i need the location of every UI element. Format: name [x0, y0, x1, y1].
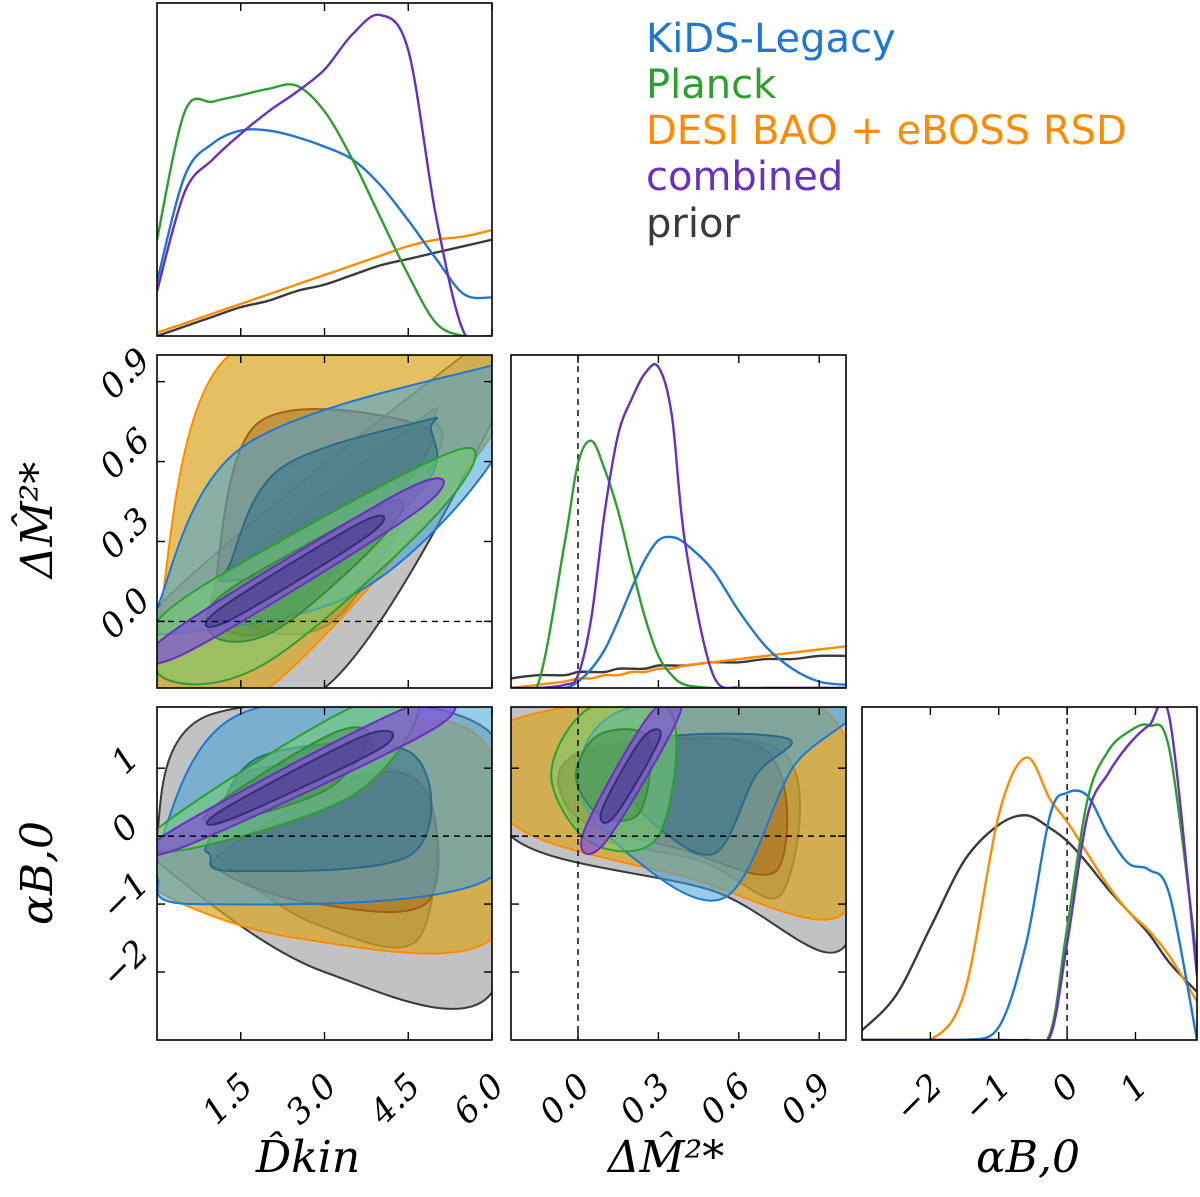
- marginal-dkin-desi-bao-eboss-rsd: [157, 228, 492, 334]
- ytick-label-ab0-0: −2: [93, 932, 157, 996]
- contour-inner-dkin_vs_ab0-combined: [205, 729, 394, 826]
- ytick-label-ab0-3: 1: [103, 739, 147, 783]
- ylabel-ab0: αB,0: [12, 821, 63, 925]
- contour-outer-dkin_vs_dm2-combined: [157, 477, 445, 665]
- marginal-dm2-combined: [511, 363, 846, 688]
- legend-entry-desi: DESI BAO + eBOSS RSD: [646, 108, 1127, 154]
- legend: KiDS-Legacy Planck DESI BAO + eBOSS RSD …: [646, 16, 1127, 247]
- marginal-dkin-kids-legacy: [157, 128, 492, 300]
- marginal-ab0-prior: [862, 814, 1197, 1032]
- contour-inner-dkin_vs_dm2-combined: [204, 514, 386, 628]
- ytick-label-ab0-1: −1: [93, 864, 157, 928]
- marginal-dm2-prior: [511, 654, 846, 680]
- xtick-label-dkin-2: 4.5: [361, 1066, 428, 1133]
- xtick-label-dm2-3: 0.9: [773, 1066, 840, 1133]
- marginal-dkin-panel: [157, 13, 492, 336]
- ytick-label-dm2-1: 0.3: [92, 500, 159, 567]
- xtick-label-ab0-3: 1: [1112, 1066, 1156, 1110]
- marginal-ab0-combined: [862, 707, 1197, 1040]
- joint-dkin-ab0-panel: [157, 707, 492, 1010]
- xtick-label-dkin-0: 1.5: [195, 1066, 262, 1133]
- marginal-ab0-planck: [862, 723, 1197, 1040]
- ytick-label-ab0-2: 0: [103, 807, 147, 851]
- ytick-label-dm2-0: 0.0: [92, 580, 159, 647]
- ytick-label-dm2-3: 0.9: [92, 341, 159, 408]
- marginal-ab0-kids-legacy: [862, 789, 1197, 1040]
- xtick-label-dm2-2: 0.6: [693, 1066, 760, 1133]
- legend-entry-prior: prior: [646, 201, 740, 247]
- marginal-dkin-prior: [157, 238, 492, 336]
- xtick-label-ab0-2: 0: [1044, 1066, 1088, 1110]
- marginal-ab0-panel: [862, 707, 1197, 1040]
- marginal-dkin-planck: [157, 83, 492, 336]
- ytick-label-dm2-2: 0.6: [92, 421, 159, 488]
- xtick-label-ab0-1: −1: [955, 1066, 1019, 1130]
- marginal-dm2-kids-legacy: [511, 535, 846, 688]
- joint-dm2-ab0-panel: [511, 707, 846, 1040]
- xlabel-dm2: ΔM̂²*: [606, 1130, 724, 1183]
- xtick-label-dkin-3: 6.0: [446, 1066, 513, 1133]
- contour-inner-dm2_vs_ab0-combined: [599, 728, 662, 824]
- ylabel-dm2: ΔM̂²*: [10, 462, 63, 580]
- legend-entry-kids: KiDS-Legacy: [646, 16, 896, 62]
- xtick-label-ab0-0: −2: [887, 1066, 951, 1130]
- xlabel-dkin: D̂kin: [255, 1130, 360, 1183]
- xtick-label-dkin-1: 3.0: [278, 1066, 345, 1133]
- legend-entry-combined: combined: [646, 154, 843, 200]
- marginal-dkin-combined: [157, 13, 492, 336]
- xlabel-ab0: αB,0: [976, 1132, 1080, 1183]
- xtick-label-dm2-0: 0.0: [532, 1066, 599, 1133]
- contour-outer-dm2_vs_ab0-combined: [580, 707, 683, 856]
- marginal-dm2-planck: [511, 439, 846, 688]
- joint-dkin-dm2-panel: [157, 355, 492, 688]
- marginal-dm2-panel: [511, 355, 846, 688]
- legend-entry-planck: Planck: [646, 62, 777, 108]
- xtick-label-dm2-1: 0.3: [612, 1066, 679, 1133]
- marginal-ab0-desi-bao-eboss-rsd: [862, 756, 1197, 1040]
